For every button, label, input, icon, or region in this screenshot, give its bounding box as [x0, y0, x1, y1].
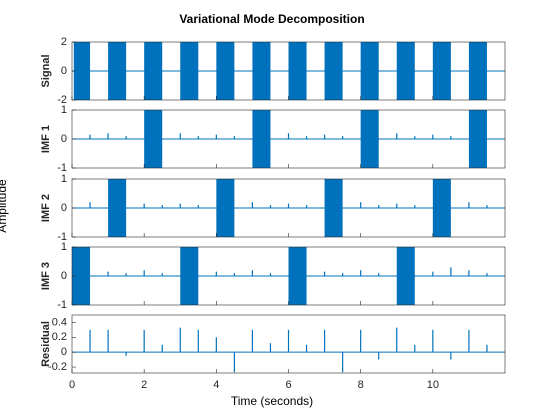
burst [72, 247, 91, 305]
burst [468, 110, 487, 168]
burst [468, 42, 487, 100]
burst [360, 42, 379, 100]
x-tick-label: 0 [69, 379, 75, 391]
panel-y-label: IMF 2 [40, 194, 52, 222]
y-tick-label: -1 [57, 299, 67, 311]
burst [216, 42, 235, 100]
burst [108, 42, 127, 100]
y-tick-label: 0 [61, 65, 67, 77]
burst [180, 247, 199, 305]
y-tick-label: 0.2 [52, 331, 67, 343]
burst [252, 42, 271, 100]
plot-area [72, 327, 505, 373]
y-tick-label: 0 [61, 133, 67, 145]
x-tick-label: 6 [285, 379, 291, 391]
plot-area [72, 247, 505, 305]
y-tick-label: -1 [57, 162, 67, 174]
burst [144, 42, 163, 100]
y-tick-label: 1 [61, 241, 67, 253]
burst [73, 42, 91, 100]
burst [432, 179, 451, 237]
plot-area [72, 110, 505, 168]
plot-area [72, 42, 505, 100]
burst [216, 179, 235, 237]
chart-title: Variational Mode Decomposition [179, 12, 364, 26]
x-tick-label: 4 [213, 379, 219, 391]
y-tick-label: -1 [57, 231, 67, 243]
y-tick-label: 0 [61, 270, 67, 282]
burst [252, 110, 271, 168]
panel-y-label: Signal [40, 54, 52, 87]
panel-y-label: IMF 1 [40, 125, 52, 153]
burst [324, 179, 343, 237]
y-axis-label: Amplitude [0, 179, 9, 233]
y-tick-label: 0 [61, 346, 67, 358]
x-tick-label: 2 [141, 379, 147, 391]
burst [360, 110, 379, 168]
x-axis-label: Time (seconds) [231, 394, 313, 408]
x-tick-label: 8 [358, 379, 364, 391]
panel-y-label: Residual [40, 321, 52, 367]
burst [288, 247, 307, 305]
burst [396, 42, 415, 100]
y-tick-label: 0.4 [52, 316, 67, 328]
burst [180, 42, 199, 100]
y-tick-label: 0 [61, 202, 67, 214]
burst [144, 110, 163, 168]
x-tick-label: 10 [427, 379, 439, 391]
burst [288, 42, 307, 100]
y-tick-label: 1 [61, 104, 67, 116]
y-tick-label: -2 [57, 94, 67, 106]
y-tick-label: 2 [61, 36, 67, 48]
y-tick-label: -0.2 [48, 361, 67, 373]
burst [324, 42, 343, 100]
burst [108, 179, 127, 237]
panel-y-label: IMF 3 [40, 262, 52, 290]
burst [432, 42, 451, 100]
plot-area [72, 179, 505, 237]
burst [396, 247, 415, 305]
y-tick-label: 1 [61, 173, 67, 185]
